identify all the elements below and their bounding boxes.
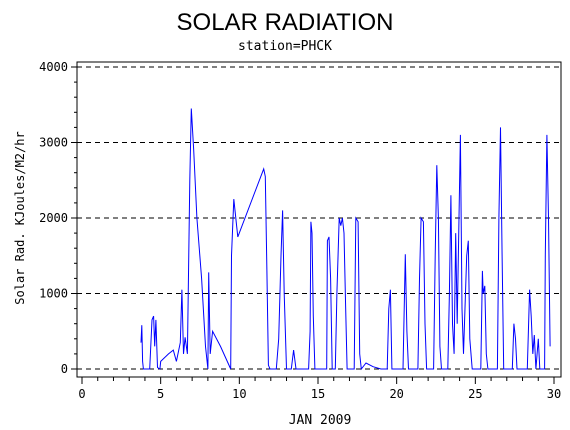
- x-tick-label: 30: [547, 387, 561, 401]
- chart-title: SOLAR RADIATION: [177, 9, 394, 36]
- y-tick-label: 3000: [39, 136, 68, 150]
- grid-lines: [77, 66, 561, 370]
- x-tick-label: 25: [468, 387, 482, 401]
- y-tick-label: 1000: [39, 287, 68, 301]
- plot-frame: [76, 61, 562, 378]
- y-tick-label: 0: [61, 362, 68, 376]
- x-tick-label: 15: [311, 387, 325, 401]
- x-tick-label: 20: [389, 387, 403, 401]
- axis-ticks: [71, 66, 555, 384]
- x-tick-label: 10: [232, 387, 246, 401]
- tick-labels: 0 1000 2000 3000 4000 0 5 10 15 20 25 30: [39, 60, 561, 401]
- x-tick-label: 5: [157, 387, 164, 401]
- chart-subtitle: station=PHCK: [238, 39, 332, 54]
- solar-radiation-line: [140, 108, 551, 371]
- y-tick-label: 4000: [39, 60, 68, 74]
- x-axis-label: JAN 2009: [289, 413, 352, 428]
- y-tick-label: 2000: [39, 211, 68, 225]
- y-axis-label: Solar Rad. KJoules/M2/hr: [13, 131, 27, 304]
- x-tick-label: 0: [78, 387, 85, 401]
